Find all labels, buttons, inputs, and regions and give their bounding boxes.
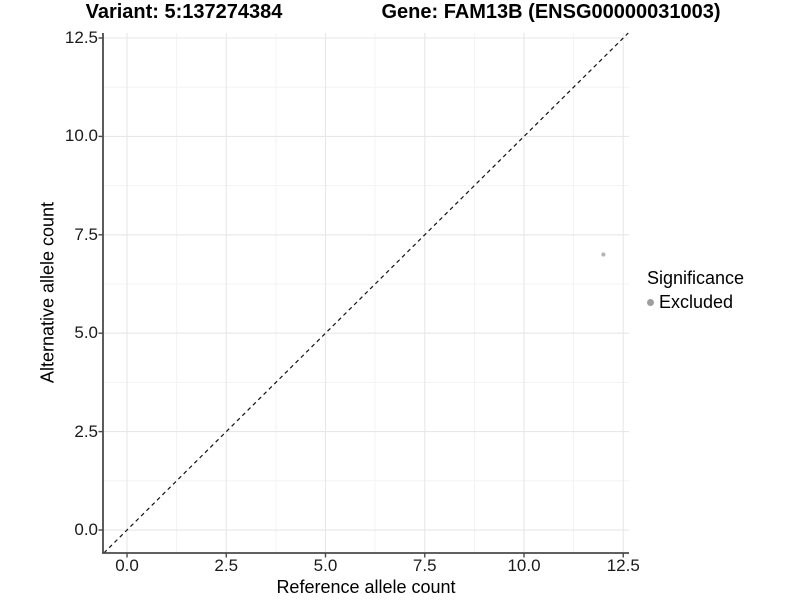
x-tick-label: 12.5	[606, 556, 640, 575]
legend-entry-label: Excluded	[659, 291, 734, 312]
x-tick-label: 0.0	[115, 556, 139, 575]
x-tick-label: 5.0	[313, 556, 338, 575]
plot-title-variant: Variant: 5:137274384	[85, 1, 283, 23]
identity-reference-line	[103, 32, 629, 554]
legend-key-point-icon	[647, 298, 654, 306]
x-tick-label: 2.5	[214, 556, 239, 575]
x-axis-title: Reference allele count	[276, 577, 456, 597]
y-tick-label: 7.5	[74, 224, 98, 244]
y-axis-title: Alternative allele count	[37, 201, 58, 384]
plot-title-gene: Gene: FAM13B (ENSG00000031003)	[381, 1, 721, 23]
data-point	[601, 252, 606, 257]
y-tick-label: 5.0	[74, 323, 98, 343]
legend-title: Significance	[647, 268, 745, 288]
y-tick-label: 10.0	[64, 126, 98, 146]
legend: Significance Excluded	[647, 268, 744, 313]
x-tick-label: 7.5	[412, 556, 437, 575]
y-tick-label: 0.0	[74, 520, 98, 539]
y-tick-label: 12.5	[64, 27, 98, 47]
legend-entry-excluded: Excluded	[647, 291, 744, 313]
y-tick-label: 2.5	[74, 421, 98, 441]
x-tick-label: 10.0	[507, 556, 541, 575]
